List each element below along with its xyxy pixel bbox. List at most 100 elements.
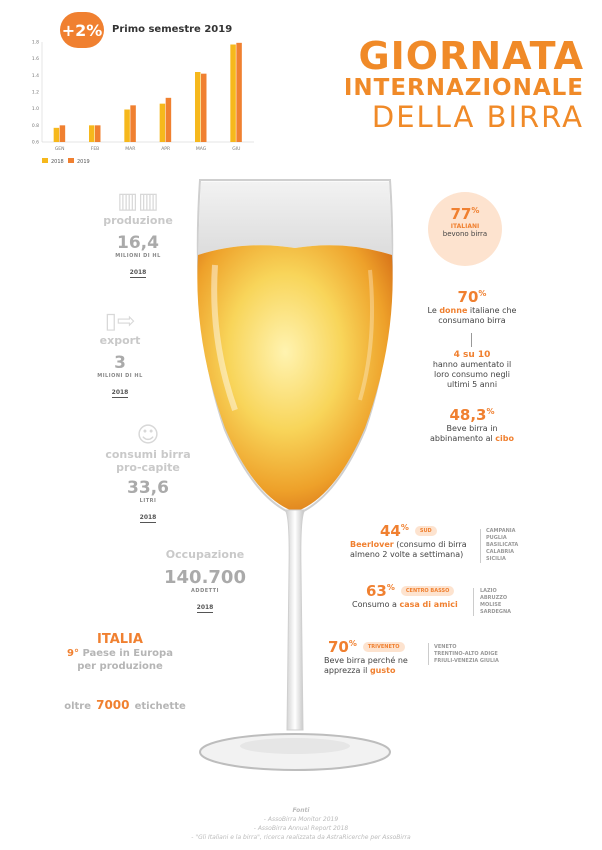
sources-title: Fonti [292, 807, 310, 814]
x-tick-label: APR [161, 146, 170, 152]
quattro-line3: ultimi 5 anni [446, 380, 498, 389]
x-tick-label: FEB [91, 146, 100, 152]
italiani-label: ITALIANI [450, 223, 480, 230]
quattro-title: 4 su 10 [453, 350, 491, 360]
bar-2018-apr [159, 103, 166, 142]
bar-chart: GEN FEB MAR APR MAG GIU0.60.81.01.21.41.61.8 … [32, 40, 254, 165]
consumi-label1: consumi birra [105, 448, 191, 461]
consumi-year: 2018 [139, 514, 157, 523]
y-tick-label: 0.8 [32, 123, 39, 129]
sud-bold: Beerlover [350, 540, 394, 549]
bar-2018-giu [230, 44, 236, 142]
y-tick-label: 1.6 [32, 56, 39, 62]
consumi-block: ☺ consumi birra pro-capite 33,6 LITRI 20… [98, 424, 198, 523]
centro-pre: Consumo a [352, 600, 397, 609]
quattro-line2: loro consumo negli [433, 370, 510, 379]
legend-label-2019: 2019 [77, 159, 90, 165]
quattro-line1: hanno aumentato il [432, 360, 512, 369]
legend-swatch-2018 [42, 158, 48, 163]
sud-tag: SUD [414, 526, 437, 536]
bar-2018-feb [89, 125, 95, 142]
triveneto-block: 70% TRIVENETO Beve birra perché ne appre… [324, 638, 454, 676]
triveneto-region: FRIULI-VENEZIA GIULIA [434, 658, 499, 664]
quattro-block: 4 su 10 hanno aumentato il loro consumo … [412, 350, 532, 390]
centro-block: 63% CENTRO BASSO Consumo a casa di amici [352, 582, 482, 610]
centro-pct-sup: % [386, 583, 395, 592]
export-year: 2018 [111, 389, 129, 398]
sud-region: PUGLIA [486, 535, 507, 541]
chart-title: Primo semestre 2019 [112, 24, 233, 35]
x-tick-label: MAG [196, 146, 207, 152]
donne-line2: consumano birra [438, 316, 506, 325]
source-item: - AssoBirra Monitor 2019 [263, 816, 339, 823]
growth-badge: +2% [60, 12, 104, 48]
occupazione-block: Occupazione 140.700 ADDETTI 2018 [150, 548, 260, 613]
centro-regions: LAZIO ABRUZZO MOLISE SARDEGNA [480, 588, 511, 616]
sud-region: SICILIA [486, 556, 506, 562]
bar-2018-gen [53, 127, 60, 142]
title-line1: GIORNATA [358, 34, 584, 78]
etichette-number: 7000 [96, 698, 130, 712]
italia-rank: 9° [67, 648, 79, 659]
italia-title: ITALIA [97, 632, 143, 647]
italiani-circle: 77% ITALIANI bevono birra [428, 192, 502, 266]
centro-region: ABRUZZO [480, 595, 508, 601]
triveneto-divider [428, 643, 429, 665]
centro-region: MOLISE [480, 602, 502, 608]
centro-pct: 63 [366, 582, 387, 600]
person-icon: ☺ [136, 423, 160, 448]
source-item: - AssoBirra Annual Report 2018 [253, 825, 349, 832]
produzione-block: ▥▥ produzione 16,4 MILIONI DI HL 2018 [88, 190, 188, 278]
produzione-unit: MILIONI DI HL [115, 253, 161, 259]
sud-block: 44% SUD Beerlover (consumo di birra alme… [350, 522, 480, 560]
y-tick-label: 1.4 [32, 73, 39, 79]
bar-2019-feb [95, 125, 101, 142]
centro-bold: casa di amici [399, 600, 458, 609]
sud-pct: 44 [380, 522, 401, 540]
export-icon: ▯⇨ [104, 309, 136, 334]
sud-divider [480, 529, 481, 563]
sud-regions: CAMPANIA PUGLIA BASILICATA CALABRIA SICI… [486, 528, 518, 563]
y-tick-label: 1.0 [32, 106, 39, 112]
bar-2019-apr [165, 97, 172, 142]
x-tick-label: GIU [232, 146, 240, 152]
cibo-pre2: abbinamento al [429, 434, 493, 443]
donne-post: italiane che [469, 306, 517, 315]
title-line2: INTERNAZIONALE [343, 75, 584, 101]
sud-region: CAMPANIA [486, 528, 516, 534]
triveneto-region: TRENTINO-ALTO ADIGE [434, 651, 498, 657]
donne-block: 70% Le donne italiane che consumano birr… [412, 288, 532, 326]
triveneto-region: VENETO [434, 644, 457, 650]
donne-pct-sup: % [478, 289, 487, 298]
occupazione-year: 2018 [196, 604, 214, 613]
italia-block: ITALIA 9° Paese in Europa per produzione [60, 632, 180, 673]
cibo-bold: cibo [495, 434, 514, 443]
donne-pct: 70 [457, 288, 479, 306]
triveneto-line1: Beve birra perché ne [324, 656, 408, 665]
legend-label-2018: 2018 [51, 159, 64, 165]
consumi-label2: pro-capite [116, 461, 180, 474]
x-tick-label: MAR [125, 146, 135, 152]
donne-pre: Le [427, 306, 437, 315]
export-value: 3 [114, 353, 126, 373]
centro-tag: CENTRO BASSO [400, 586, 455, 596]
bar-2018-mag [195, 72, 201, 142]
sud-region: BASILICATA [486, 542, 519, 548]
cibo-block: 48,3% Beve birra in abbinamento al cibo [412, 406, 532, 444]
source-item: - "Gli Italiani e la birra", ricerca rea… [191, 834, 411, 841]
triveneto-regions: VENETO TRENTINO-ALTO ADIGE FRIULI-VENEZI… [434, 644, 499, 665]
etichette-block: oltre 7000 etichette [60, 694, 190, 713]
barrels-icon: ▥▥ [117, 189, 159, 214]
sud-line2: almeno 2 volte a settimana) [350, 550, 464, 559]
cibo-pct-sup: % [486, 407, 495, 416]
y-tick-label: 1.8 [32, 40, 39, 46]
etichette-post: etichette [134, 701, 186, 712]
y-tick-label: 1.2 [32, 90, 39, 96]
triveneto-pct: 70 [328, 638, 349, 656]
occupazione-value: 140.700 [164, 567, 246, 588]
italiani-pct: 77 [450, 205, 472, 223]
bar-2019-gen [59, 125, 66, 142]
donne-bold: donne [439, 306, 468, 315]
export-block: ▯⇨ export 3 MILIONI DI HL 2018 [70, 310, 170, 398]
triveneto-pct-sup: % [348, 639, 357, 648]
